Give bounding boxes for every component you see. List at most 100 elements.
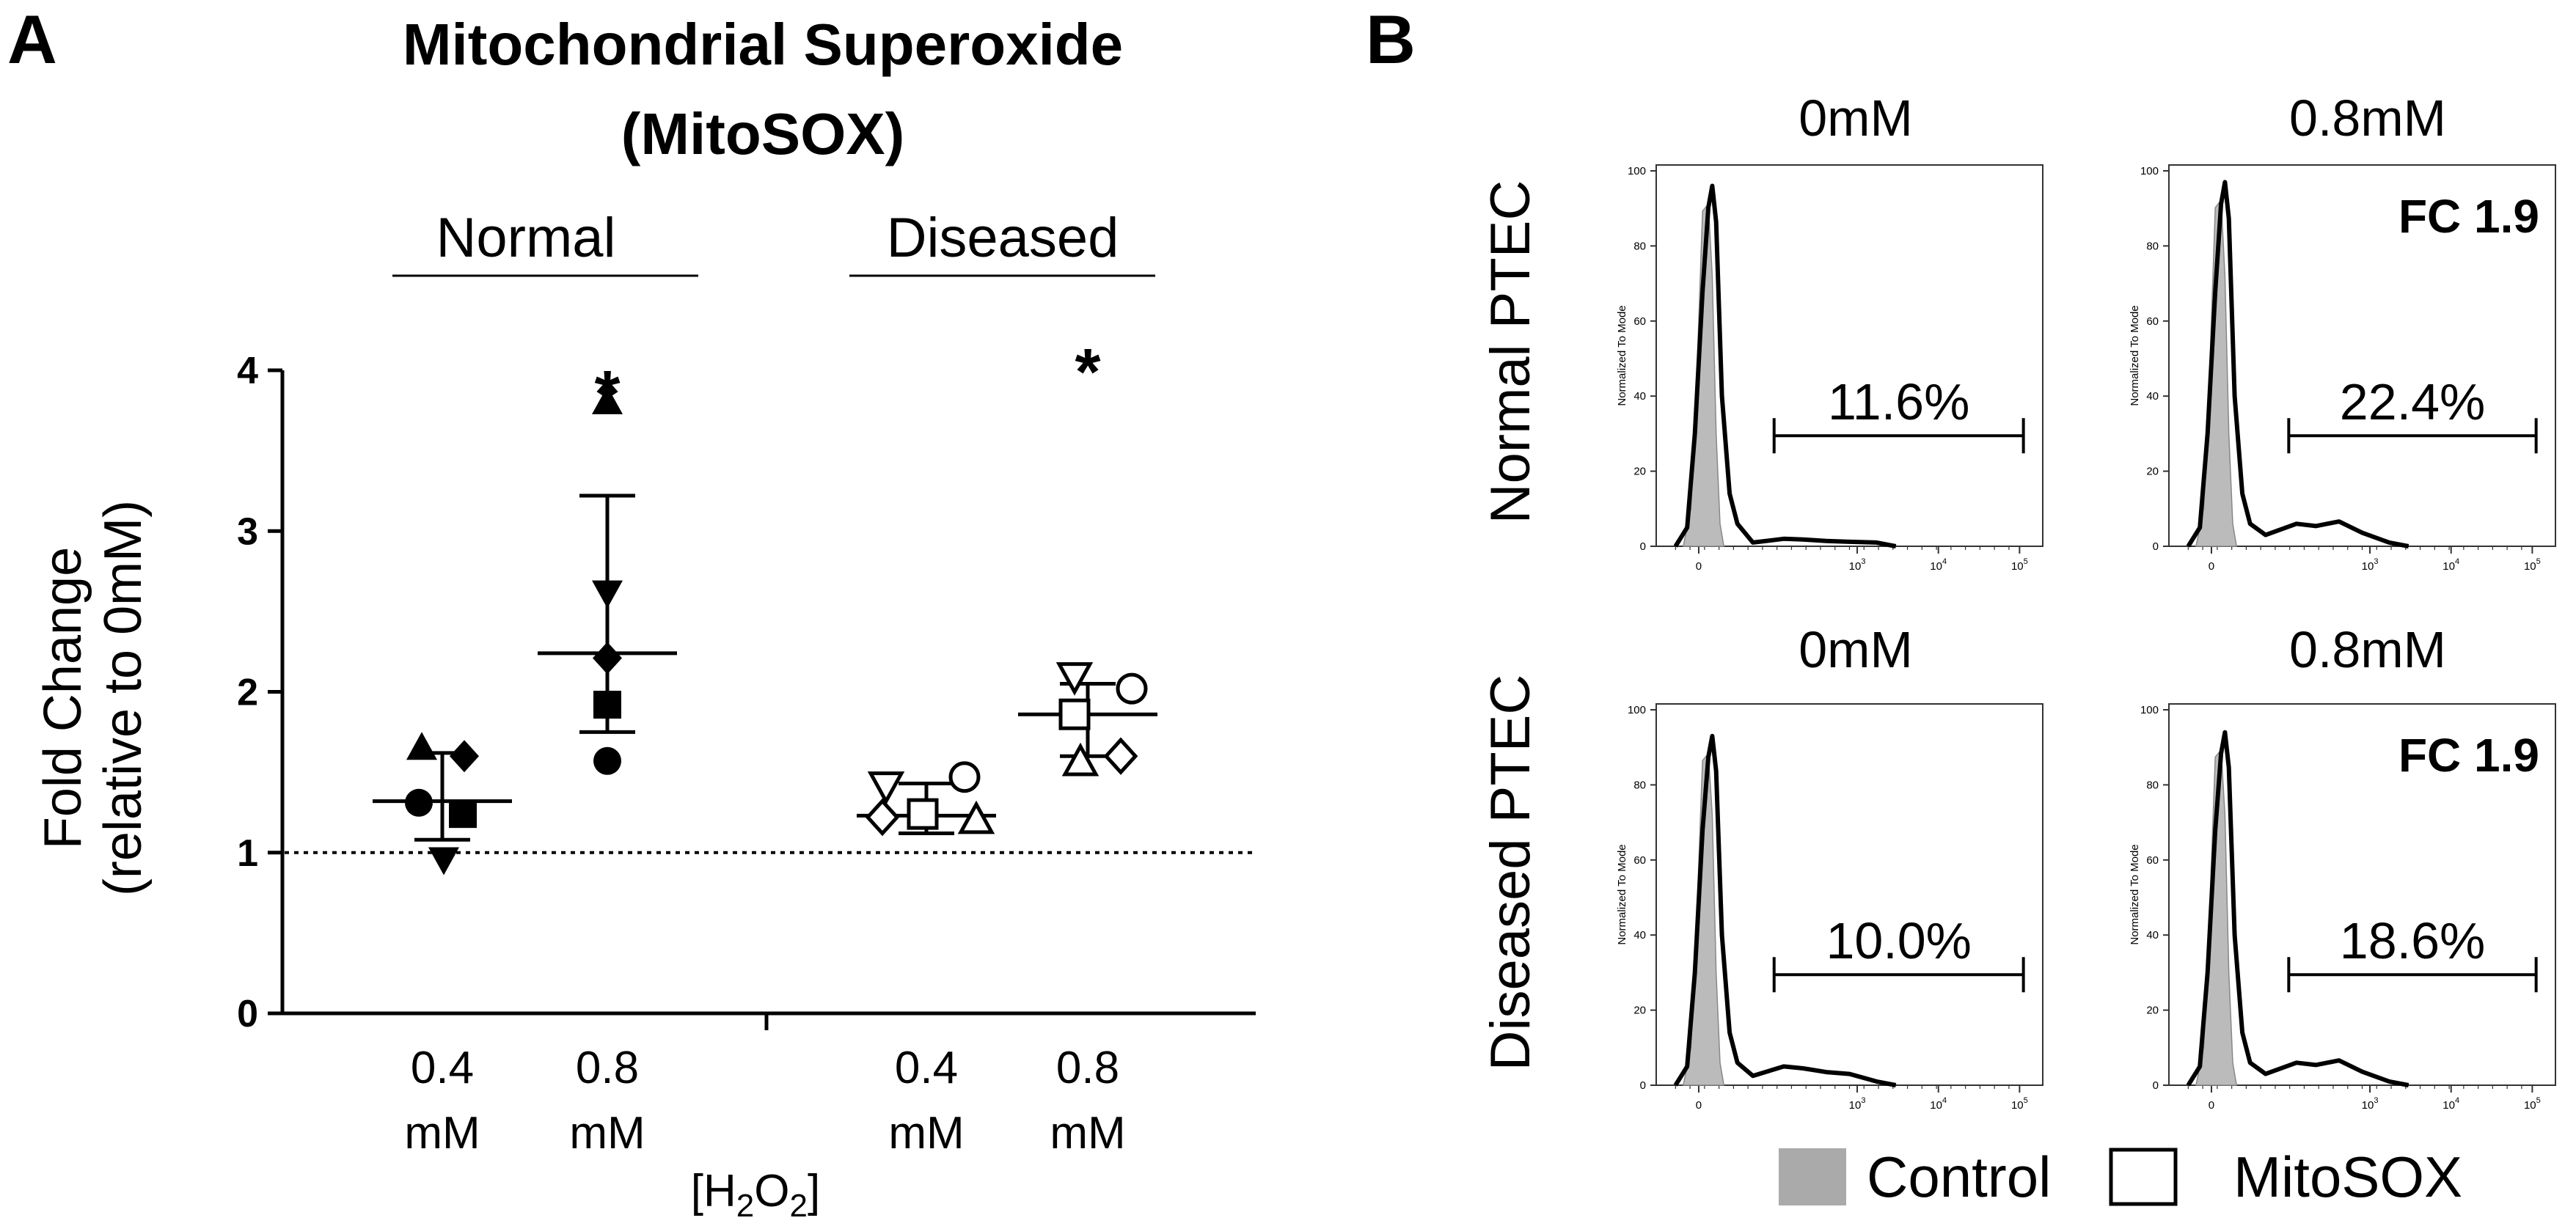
chart-subtitle: (MitoSOX) — [621, 101, 905, 166]
hist-y-tick-label-80: 80 — [2146, 779, 2159, 791]
point-circle — [593, 746, 621, 775]
hist-y-tick-label-100: 100 — [1628, 165, 1646, 177]
hist-y-tick-label-100: 100 — [1628, 704, 1646, 716]
hist-y-tick-label-0: 0 — [2153, 1079, 2159, 1092]
category-unit-normal-0.8: mM — [569, 1108, 645, 1159]
group-label-normal: Normal — [436, 207, 616, 269]
hist-y-tick-label-20: 20 — [2146, 466, 2159, 478]
point-square — [593, 691, 621, 719]
histogram-normal-ptec-0mM: 0 20 40 60 80 100 Normalized To Mode 0 103 104 105… — [1616, 164, 2043, 573]
hist-x-tick-label-2: 104 — [1930, 557, 1947, 573]
hist-x-tick-label-1: 103 — [1849, 1096, 1866, 1112]
significance-mark: * — [1075, 336, 1100, 409]
hist-y-tick-label-40: 40 — [1633, 390, 1646, 403]
category-dose-normal-0.8: 0.8 — [576, 1043, 639, 1093]
hist-y-tick-label-40: 40 — [2146, 390, 2159, 403]
gate-percent: 11.6% — [1828, 373, 1969, 430]
hist-x-tick-label-0: 0 — [2209, 560, 2214, 573]
point-diamond — [450, 740, 479, 773]
hist-x-tick-label-3: 105 — [2524, 1096, 2541, 1112]
gate-percent: 18.6% — [2340, 912, 2485, 969]
legend-label-control: Control — [1867, 1145, 2051, 1209]
point-triangle-up — [1061, 742, 1099, 777]
y-tick-label-4: 4 — [237, 350, 258, 392]
category-unit-diseased-0.8: mM — [1050, 1108, 1125, 1159]
chart-title: Mitochondrial Superoxide — [403, 12, 1123, 77]
point-diamond — [1103, 737, 1138, 775]
scatter-marks: * * — [373, 336, 1157, 876]
hist-y-tick-label-0: 0 — [1640, 1079, 1646, 1092]
legend-label-mitosox: MitoSOX — [2233, 1145, 2462, 1209]
hist-x-tick-label-3: 105 — [2524, 557, 2541, 573]
y-tick-label-2: 2 — [237, 672, 258, 714]
hist-y-tick-label-60: 60 — [2146, 854, 2159, 867]
hist-y-tick-label-0: 0 — [2153, 540, 2159, 553]
x-axis-label-h2o2: [H2O2] — [691, 1166, 820, 1224]
hist-y-tick-label-80: 80 — [1633, 779, 1646, 791]
hist-y-tick-label-40: 40 — [2146, 929, 2159, 941]
fold-change-label: FC 1.9 — [2398, 190, 2539, 243]
point-diamond — [865, 798, 900, 837]
y-axis-label-line2: (relative to 0mM) — [94, 500, 153, 896]
category-unit-normal-0.4: mM — [404, 1108, 480, 1159]
point-triangle-up — [592, 386, 623, 414]
hist-y-tick-label-20: 20 — [1633, 466, 1646, 478]
histogram-diseased-ptec-0mM: 0 20 40 60 80 100 Normalized To Mode 0 103 104 105… — [1616, 703, 2043, 1112]
point-square — [907, 798, 939, 830]
point-triangle-down — [592, 580, 623, 609]
point-circle — [405, 788, 433, 817]
mitosox-histogram — [2186, 730, 2409, 1087]
hist-x-tick-label-0: 0 — [1696, 1099, 1702, 1112]
point-diamond — [593, 642, 622, 675]
row-label-diseased-ptec: Diseased PTEC — [1479, 675, 1542, 1071]
series-normal-0.8: * — [538, 358, 677, 775]
hist-y-tick-label-20: 20 — [2146, 1005, 2159, 1017]
y-tick-label-1: 1 — [237, 832, 258, 875]
hist-x-tick-label-1: 103 — [2362, 1096, 2379, 1112]
hist-x-tick-label-0: 0 — [1696, 560, 1702, 573]
histogram-diseased-ptec-0.8mM: 0 20 40 60 80 100 Normalized To Mode 0 103 104 105… — [2129, 703, 2556, 1112]
panel-b: B 0mM 0.8mM 0mM 0.8mM Normal PTEC Diseas… — [1366, 1, 2556, 1209]
series-normal-0.4 — [373, 732, 512, 876]
col-label-bottom-0.8mM: 0.8mM — [2289, 621, 2446, 678]
mitosox-histogram — [1673, 733, 1897, 1087]
hist-y-tick-label-60: 60 — [1633, 854, 1646, 867]
col-label-bottom-0mM: 0mM — [1799, 621, 1913, 678]
point-circle — [948, 761, 981, 793]
gate-percent: 22.4% — [2340, 373, 2485, 430]
series-diseased-0.4 — [857, 761, 996, 837]
point-circle — [1116, 672, 1148, 705]
hist-y-tick-label-60: 60 — [1633, 315, 1646, 328]
hist-y-axis-label: Normalized To Mode — [2129, 844, 2141, 944]
group-label-diseased: Diseased — [887, 207, 1119, 269]
point-triangle-down — [867, 771, 905, 805]
col-label-top-0mM: 0mM — [1799, 89, 1913, 147]
histogram-grid: 0 20 40 60 80 100 Normalized To Mode 0 103 104 105… — [1616, 164, 2556, 1112]
category-dose-normal-0.4: 0.4 — [411, 1043, 474, 1093]
category-dose-diseased-0.4: 0.4 — [895, 1043, 958, 1093]
point-triangle-up — [957, 800, 995, 834]
hist-x-tick-label-1: 103 — [2362, 557, 2379, 573]
hist-x-tick-label-2: 104 — [2443, 557, 2459, 573]
hist-y-tick-label-0: 0 — [1640, 540, 1646, 553]
point-triangle-down — [428, 847, 459, 876]
category-dose-diseased-0.8: 0.8 — [1056, 1043, 1119, 1093]
y-axis-label-line1: Fold Change — [34, 547, 92, 849]
hist-y-tick-label-100: 100 — [2140, 704, 2159, 716]
col-label-top-0.8mM: 0.8mM — [2289, 89, 2446, 147]
point-triangle-down — [1055, 662, 1094, 696]
hist-y-tick-label-80: 80 — [2146, 240, 2159, 252]
hist-x-tick-label-3: 105 — [2011, 557, 2028, 573]
hist-x-tick-label-0: 0 — [2209, 1099, 2214, 1112]
panel-a: A Mitochondrial Superoxide (MitoSOX) Nor… — [7, 1, 1256, 1224]
panel-a-letter: A — [7, 1, 57, 78]
row-label-normal-ptec: Normal PTEC — [1479, 180, 1542, 524]
histogram-frame — [2168, 164, 2556, 547]
hist-y-tick-label-20: 20 — [1633, 1005, 1646, 1017]
y-tick-label-0: 0 — [237, 993, 258, 1035]
legend-swatch-mitosox — [2109, 1148, 2178, 1206]
fold-change-label: FC 1.9 — [2398, 729, 2539, 782]
point-square — [1058, 698, 1091, 730]
hist-x-tick-label-2: 104 — [2443, 1096, 2459, 1112]
y-tick-label-3: 3 — [237, 510, 258, 553]
